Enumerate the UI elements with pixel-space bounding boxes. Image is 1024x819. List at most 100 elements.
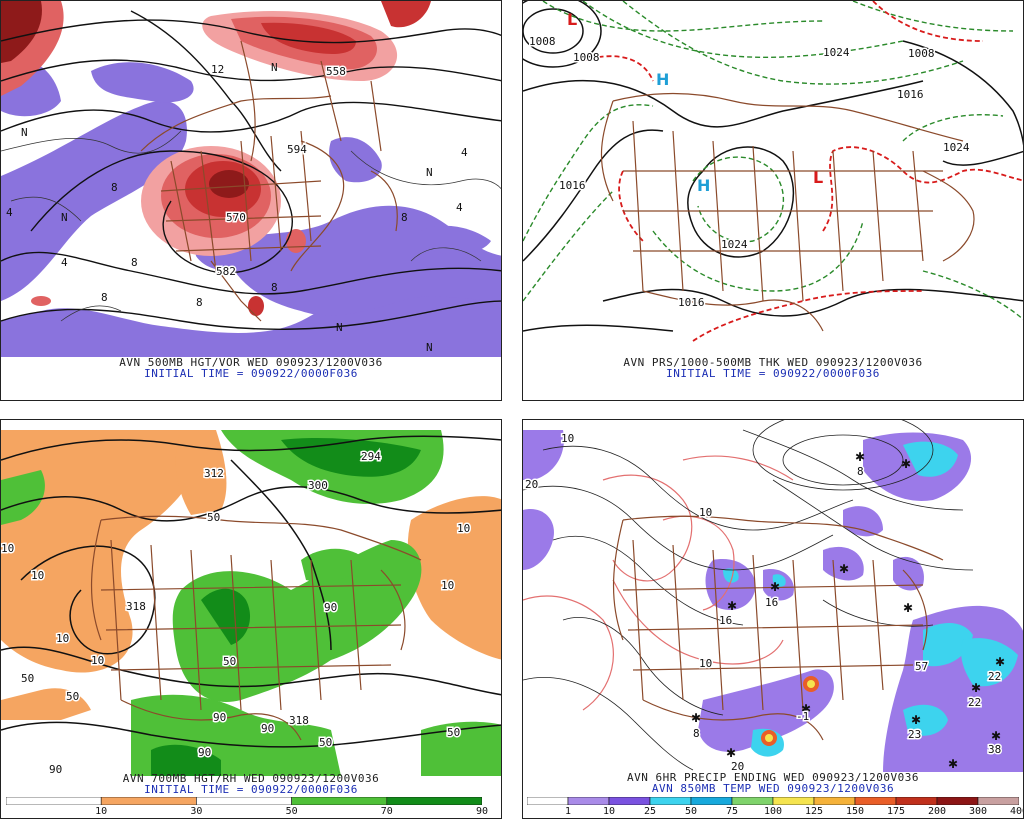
contour-label: 90: [49, 763, 62, 776]
colorbar-tick-label: 125: [804, 806, 824, 817]
contour-label: 10: [1, 542, 14, 555]
rh-colorbar-labels: 10 30 50 70 90: [6, 806, 488, 818]
colorbar-segment: [895, 797, 938, 805]
colorbar-segment: [6, 797, 102, 805]
snow-symbol: ✱: [801, 702, 811, 716]
contour-label: 4: [61, 256, 68, 269]
colorbar-segment: [527, 797, 569, 805]
contour-label: 22: [968, 696, 981, 709]
contour-label: 12: [211, 63, 224, 76]
snow-symbol: ✱: [726, 746, 736, 760]
snow-symbol: ✱: [995, 655, 1005, 669]
contour-label: 318: [289, 714, 309, 727]
contour-label: 1008: [573, 51, 600, 64]
initial-time: INITIAL TIME = 090922/0000F036: [666, 367, 880, 380]
contour-label: 1024: [721, 238, 748, 251]
contour-label: N: [271, 61, 278, 74]
contour-label: 50: [223, 655, 236, 668]
contour-label: 570: [226, 211, 246, 224]
map-caption: AVN 500MB HGT/VOR WED 090923/1200V036: [119, 356, 383, 369]
colorbar-segment: [386, 797, 482, 805]
colorbar-tick-label: 90: [475, 806, 489, 817]
colorbar-tick-label: 10: [602, 806, 616, 817]
contour-label: 8: [101, 291, 108, 304]
map-prs-thickness: H H L L 1008 1008 1008 1016 1016 1016 10…: [523, 1, 1023, 342]
contour-label: 1016: [559, 179, 586, 192]
colorbar-tick-label: 200: [927, 806, 947, 817]
contour-label: 8: [111, 181, 118, 194]
precip-colorbar-labels: 1 10 25 50 75 100 125 150 175 200 300 400: [527, 806, 1023, 818]
colorbar-segment: [772, 797, 815, 805]
contour-label: 10: [56, 632, 69, 645]
colorbar-tick-label: 70: [380, 806, 393, 817]
high-pressure-symbol: H: [697, 176, 710, 195]
contour-label: 8: [401, 211, 408, 224]
contour-label: 8: [857, 465, 864, 478]
snow-symbol: ✱: [903, 601, 913, 615]
colorbar-tick-label: 25: [643, 806, 657, 817]
contour-label: 57: [915, 660, 928, 673]
initial-time: INITIAL TIME = 090922/0000F036: [144, 783, 358, 796]
colorbar-tick-label: 50: [285, 806, 298, 817]
contour-label: 50: [319, 736, 332, 749]
contour-label: 8: [693, 727, 700, 740]
colorbar-segment: [977, 797, 1019, 805]
contour-label: 10: [699, 657, 712, 670]
map-caption-2: AVN 850MB TEMP WED 090923/1200V036: [651, 782, 895, 795]
contour-label: 10: [31, 569, 44, 582]
contour-label: 1016: [897, 88, 924, 101]
colorbar-segment: [649, 797, 692, 805]
initial-time: INITIAL TIME = 090922/0000F036: [144, 367, 358, 380]
contour-label: 594: [287, 143, 307, 156]
contour-label: N: [21, 126, 28, 139]
contour-label: 1024: [823, 46, 850, 59]
contour-label: 16: [765, 596, 778, 609]
contour-label: N: [336, 321, 343, 334]
colorbar-tick-label: 30: [190, 806, 203, 817]
contour-label: 8: [196, 296, 203, 309]
precip-colorbar: [527, 797, 1019, 805]
snow-symbol: ✱: [839, 562, 849, 576]
snow-symbol: ✱: [855, 450, 865, 464]
contour-label: 10: [457, 522, 470, 535]
low-pressure-symbol: L: [567, 10, 577, 29]
contour-label: N: [426, 166, 433, 179]
contour-label: 20: [731, 760, 744, 772]
colorbar-segment: [731, 797, 774, 805]
colorbar-segment: [813, 797, 856, 805]
contour-label: 1016: [678, 296, 705, 309]
contour-label: 312: [204, 467, 224, 480]
contour-label: 4: [461, 146, 468, 159]
colorbar-tick-label: 400: [1009, 806, 1023, 817]
contour-label: 90: [213, 711, 226, 724]
colorbar-segment: [690, 797, 733, 805]
contour-label: -1: [796, 710, 809, 723]
colorbar-tick-label: 50: [684, 806, 698, 817]
snow-symbol: ✱: [971, 681, 981, 695]
contour-label: 8: [131, 256, 138, 269]
contour-label: 1024: [943, 141, 970, 154]
contour-label: 90: [261, 722, 274, 735]
contour-label: 10: [441, 579, 454, 592]
map-caption: AVN 6HR PRECIP ENDING WED 090923/1200V03…: [626, 771, 920, 784]
map-precip-850temp: ✱ ✱ ✱ ✱ ✱ ✱ ✱ ✱ ✱ ✱ ✱ ✱ ✱ ✱ 10 10 10 20 …: [523, 420, 1023, 772]
colorbar-tick-label: 75: [725, 806, 739, 817]
snow-symbol: ✱: [770, 580, 780, 594]
map-caption: AVN 700MB HGT/RH WED 090923/1200V036: [122, 772, 380, 785]
contour-label: 22: [988, 670, 1001, 683]
panel-500mb-hgt-vor: 12 8 8 8 4 4 4 4 8 8 8 N N N N N N 558 5…: [0, 0, 502, 401]
contour-label: 10: [561, 432, 574, 445]
contour-label: 50: [21, 672, 34, 685]
contour-label: 300: [308, 479, 328, 492]
colorbar-segment: [854, 797, 897, 805]
map-caption: AVN PRS/1000-500MB THK WED 090923/1200V0…: [623, 356, 923, 369]
snow-symbol: ✱: [948, 757, 958, 771]
contour-label: 4: [456, 201, 463, 214]
colorbar-tick-label: 150: [845, 806, 865, 817]
colorbar-segment: [196, 797, 292, 805]
contour-label: 8: [271, 281, 278, 294]
snow-symbol: ✱: [727, 599, 737, 613]
contour-label: 38: [988, 743, 1001, 756]
high-pressure-symbol: H: [656, 70, 669, 89]
colorbar-tick-label: 10: [95, 806, 108, 817]
